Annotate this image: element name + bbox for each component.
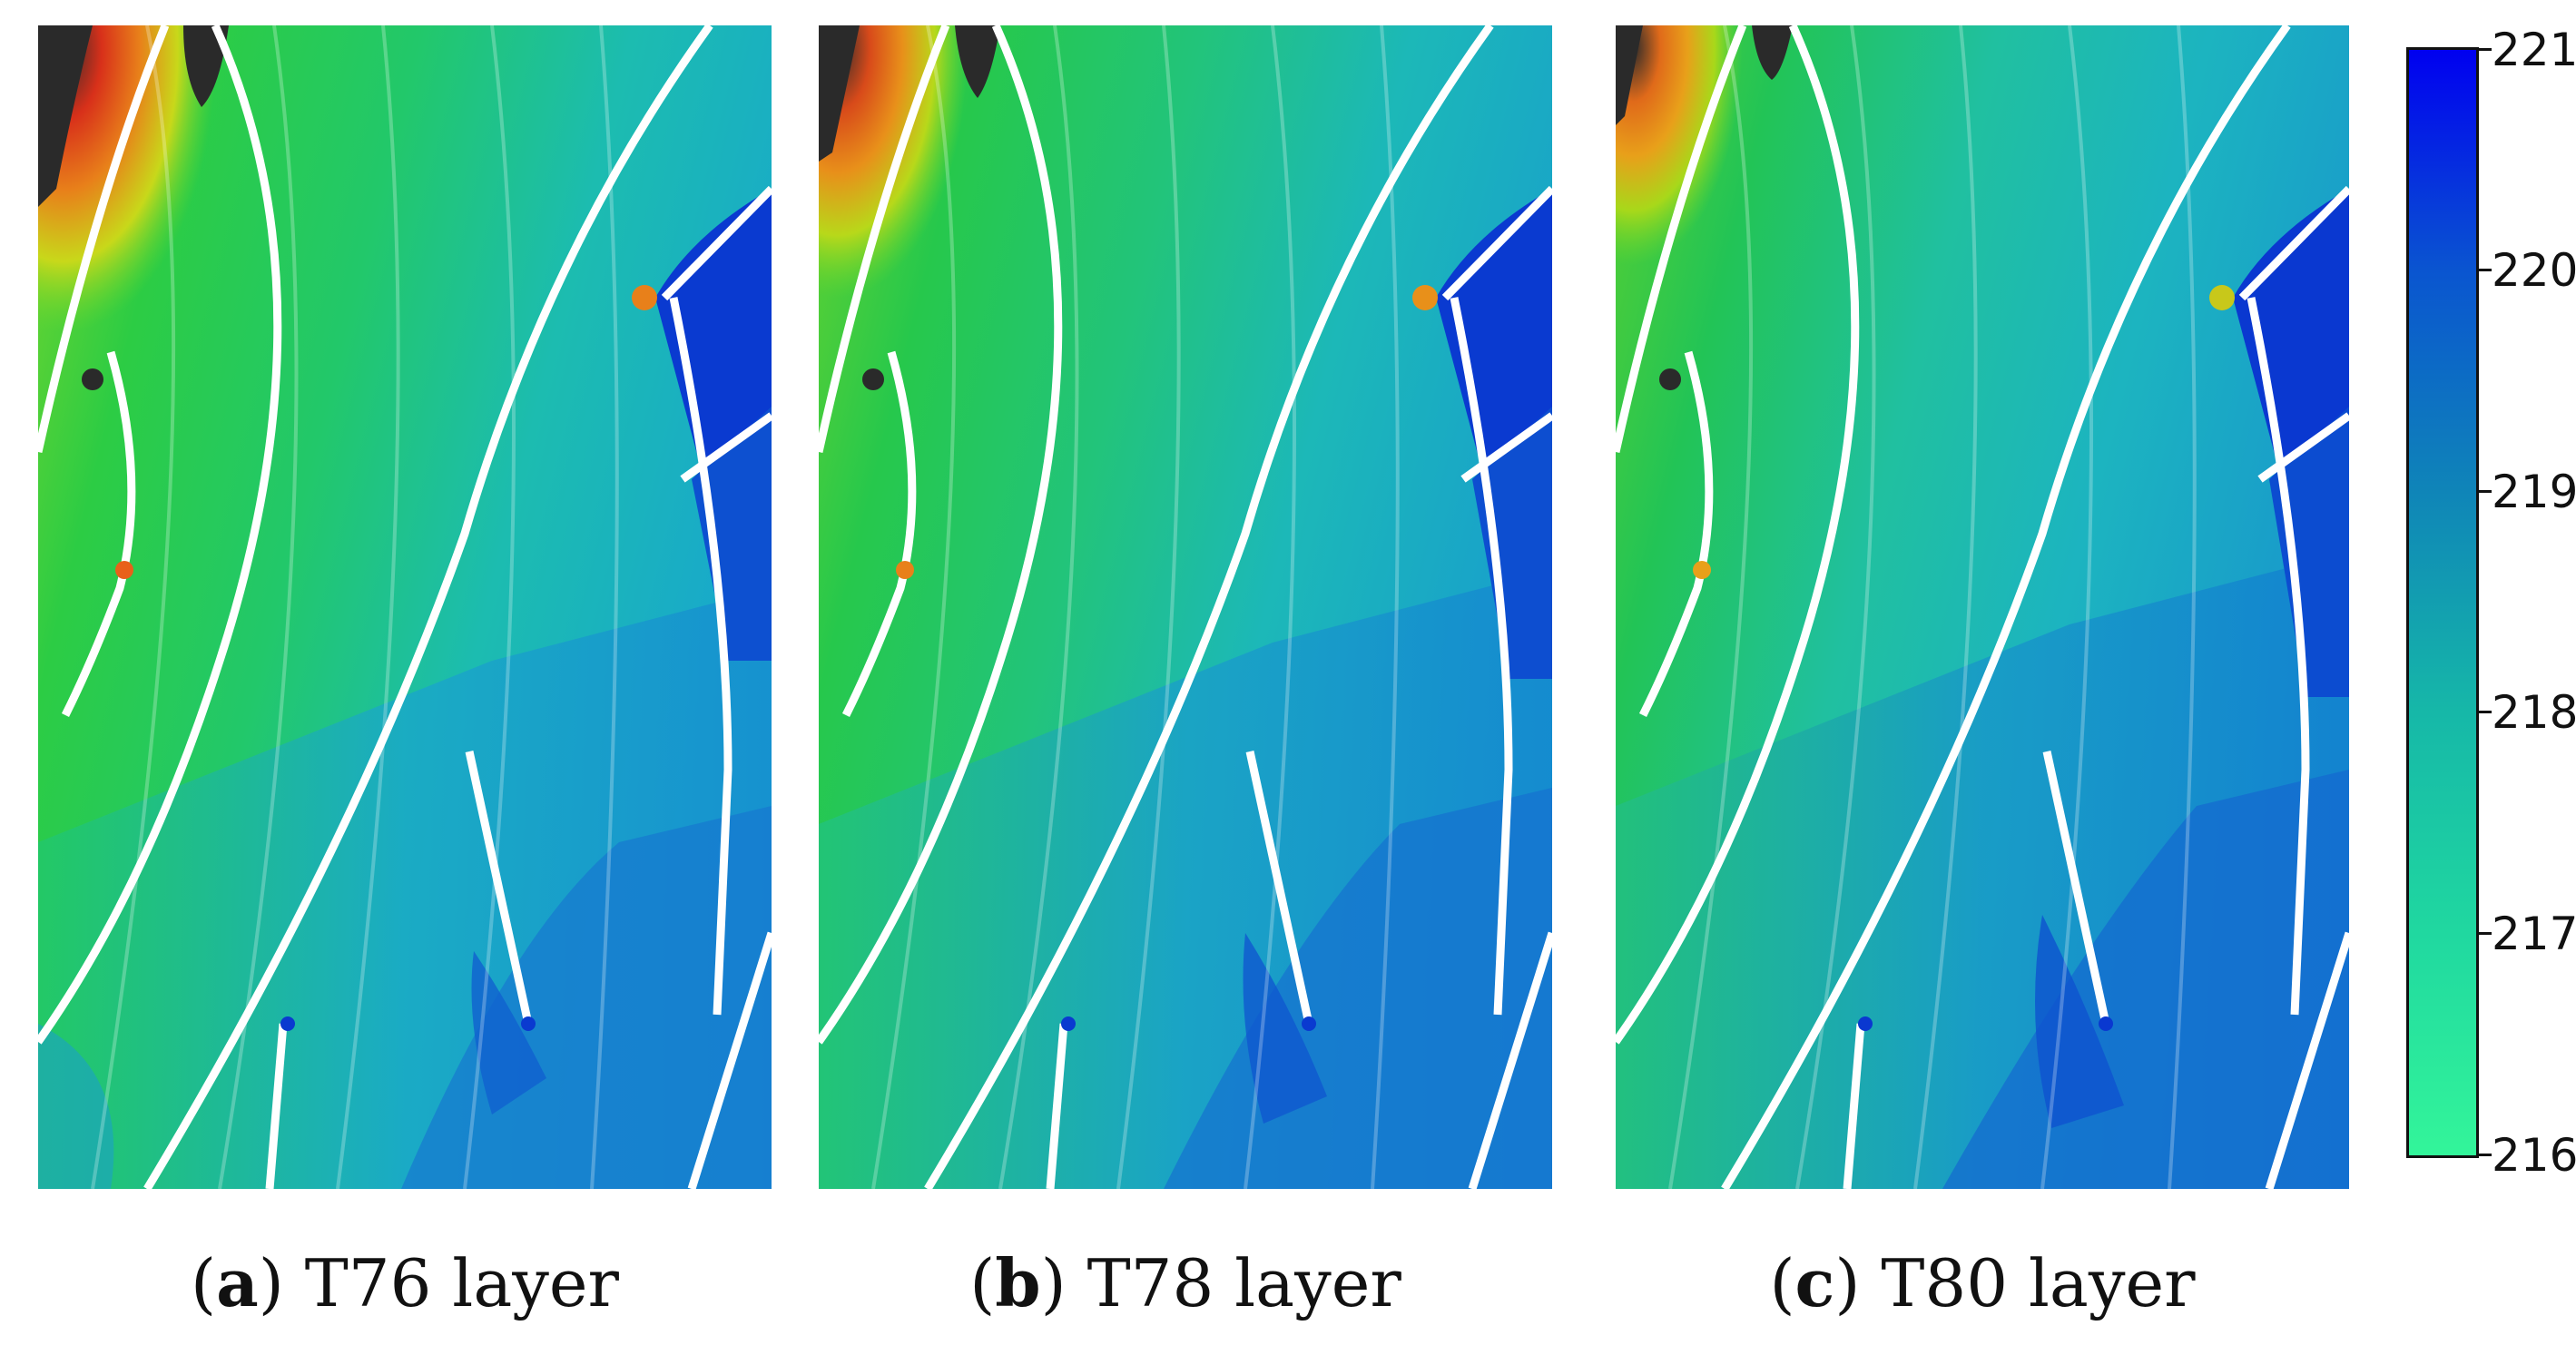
- panel-b-contour-map: [819, 25, 1552, 1189]
- colorbar: [2406, 47, 2479, 1158]
- colorbar-tick-mark: [2479, 932, 2492, 935]
- contour-map-svg: [38, 25, 772, 1189]
- panel-a-contour-map: [38, 25, 772, 1189]
- colorbar-tick-label: 220: [2492, 244, 2576, 297]
- caption-panel-c: (c) T80 layer: [1769, 1244, 2196, 1321]
- colorbar-tick-label: 221: [2492, 24, 2576, 76]
- caption-letter: a: [216, 1244, 259, 1321]
- caption-text: T80 layer: [1860, 1245, 2196, 1321]
- caption-text: T78 layer: [1066, 1245, 1401, 1321]
- caption-panel-a: (a) T76 layer: [191, 1244, 619, 1321]
- colorbar-tick-label: 216: [2492, 1129, 2576, 1182]
- colorbar-tick-mark: [2479, 269, 2492, 271]
- colorbar-tick-mark: [2479, 1154, 2492, 1156]
- caption-letter: b: [995, 1244, 1041, 1321]
- panel-c-contour-map: [1616, 25, 2349, 1189]
- colorbar-tick-mark: [2479, 48, 2492, 51]
- colorbar-tick-label: 219: [2492, 466, 2576, 518]
- colorbar-tick-label: 218: [2492, 686, 2576, 739]
- caption-letter: c: [1794, 1244, 1835, 1321]
- contour-map-svg: [819, 25, 1552, 1189]
- caption-text: T76 layer: [283, 1245, 619, 1321]
- contour-map-svg: [1616, 25, 2349, 1189]
- colorbar-tick-label: 217: [2492, 908, 2576, 960]
- colorbar-tick-mark: [2479, 711, 2492, 713]
- colorbar-tick-mark: [2479, 490, 2492, 493]
- caption-panel-b: (b) T78 layer: [969, 1244, 1401, 1321]
